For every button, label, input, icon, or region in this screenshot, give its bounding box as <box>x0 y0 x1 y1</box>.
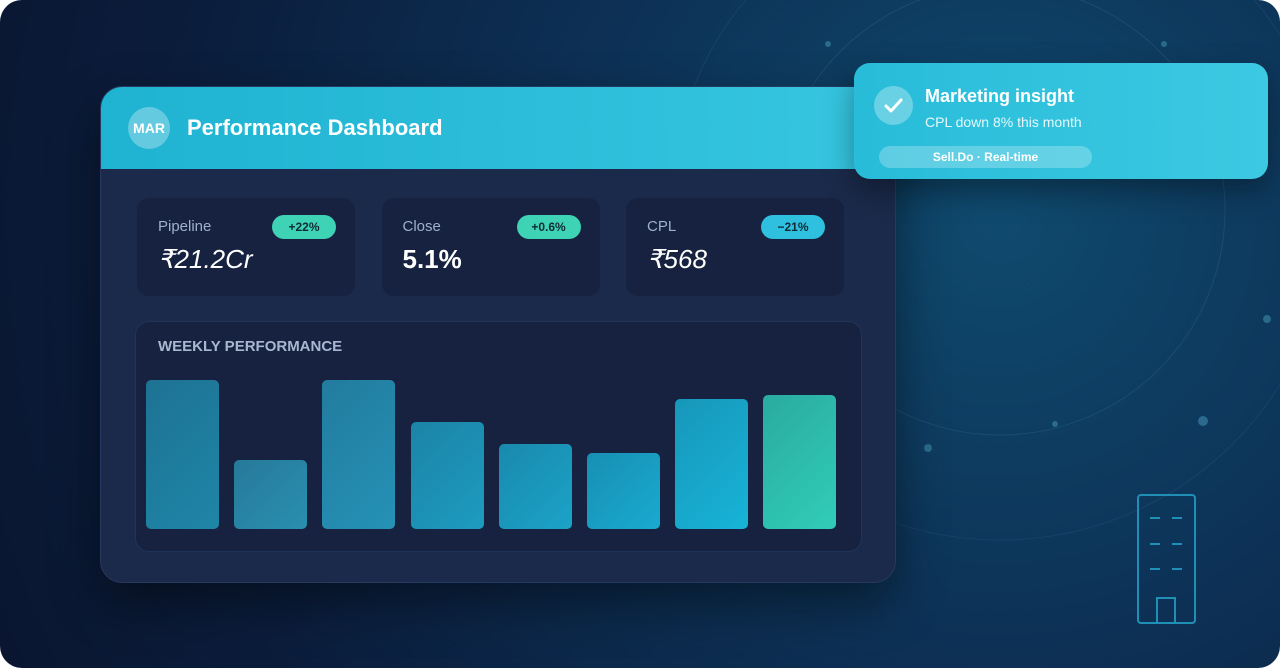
bar <box>498 444 572 529</box>
bar <box>322 380 396 529</box>
bar <box>146 380 219 529</box>
check-mark <box>884 98 903 113</box>
kpi-card: Close 5.1% +0.6% <box>381 198 600 296</box>
bar <box>587 453 660 529</box>
kpi-label: Close <box>402 218 441 235</box>
bar <box>675 399 749 529</box>
bar <box>234 460 308 529</box>
notification-message: CPL down 8% this month <box>925 114 1082 130</box>
kpi-card: Pipeline ₹21.2Cr +22% <box>137 198 355 296</box>
kpi-value: ₹568 <box>647 244 707 274</box>
avatar: MAR <box>128 107 170 149</box>
kpi-value: 5.1% <box>402 244 462 274</box>
bar <box>410 421 484 529</box>
bar <box>763 394 837 529</box>
notification-title: Marketing insight <box>925 86 1075 106</box>
kpi-change: +22% <box>272 215 336 239</box>
card-header: MAR Performance Dashboard <box>101 87 895 169</box>
notification[interactable]: Marketing insight CPL down 8% this month… <box>854 63 1268 179</box>
notification-tag: Sell.Do · Real-time <box>879 146 1092 168</box>
kpi-value: ₹21.2Cr <box>158 244 253 274</box>
chart-panel: WEEKLY PERFORMANCE <box>135 321 862 552</box>
kpi-change: +0.6% <box>516 215 581 239</box>
dashboard-card: MAR Performance Dashboard WEEKLY PERFORM… <box>100 86 896 583</box>
check-icon <box>874 86 913 125</box>
kpi-label: Pipeline <box>158 218 212 235</box>
kpi-change: −21% <box>761 215 825 239</box>
dashboard-title: Performance Dashboard <box>187 115 443 140</box>
kpi-label: CPL <box>647 218 677 235</box>
chart-title: WEEKLY PERFORMANCE <box>158 338 343 355</box>
kpi-card: CPL ₹568 −21% <box>626 198 844 296</box>
